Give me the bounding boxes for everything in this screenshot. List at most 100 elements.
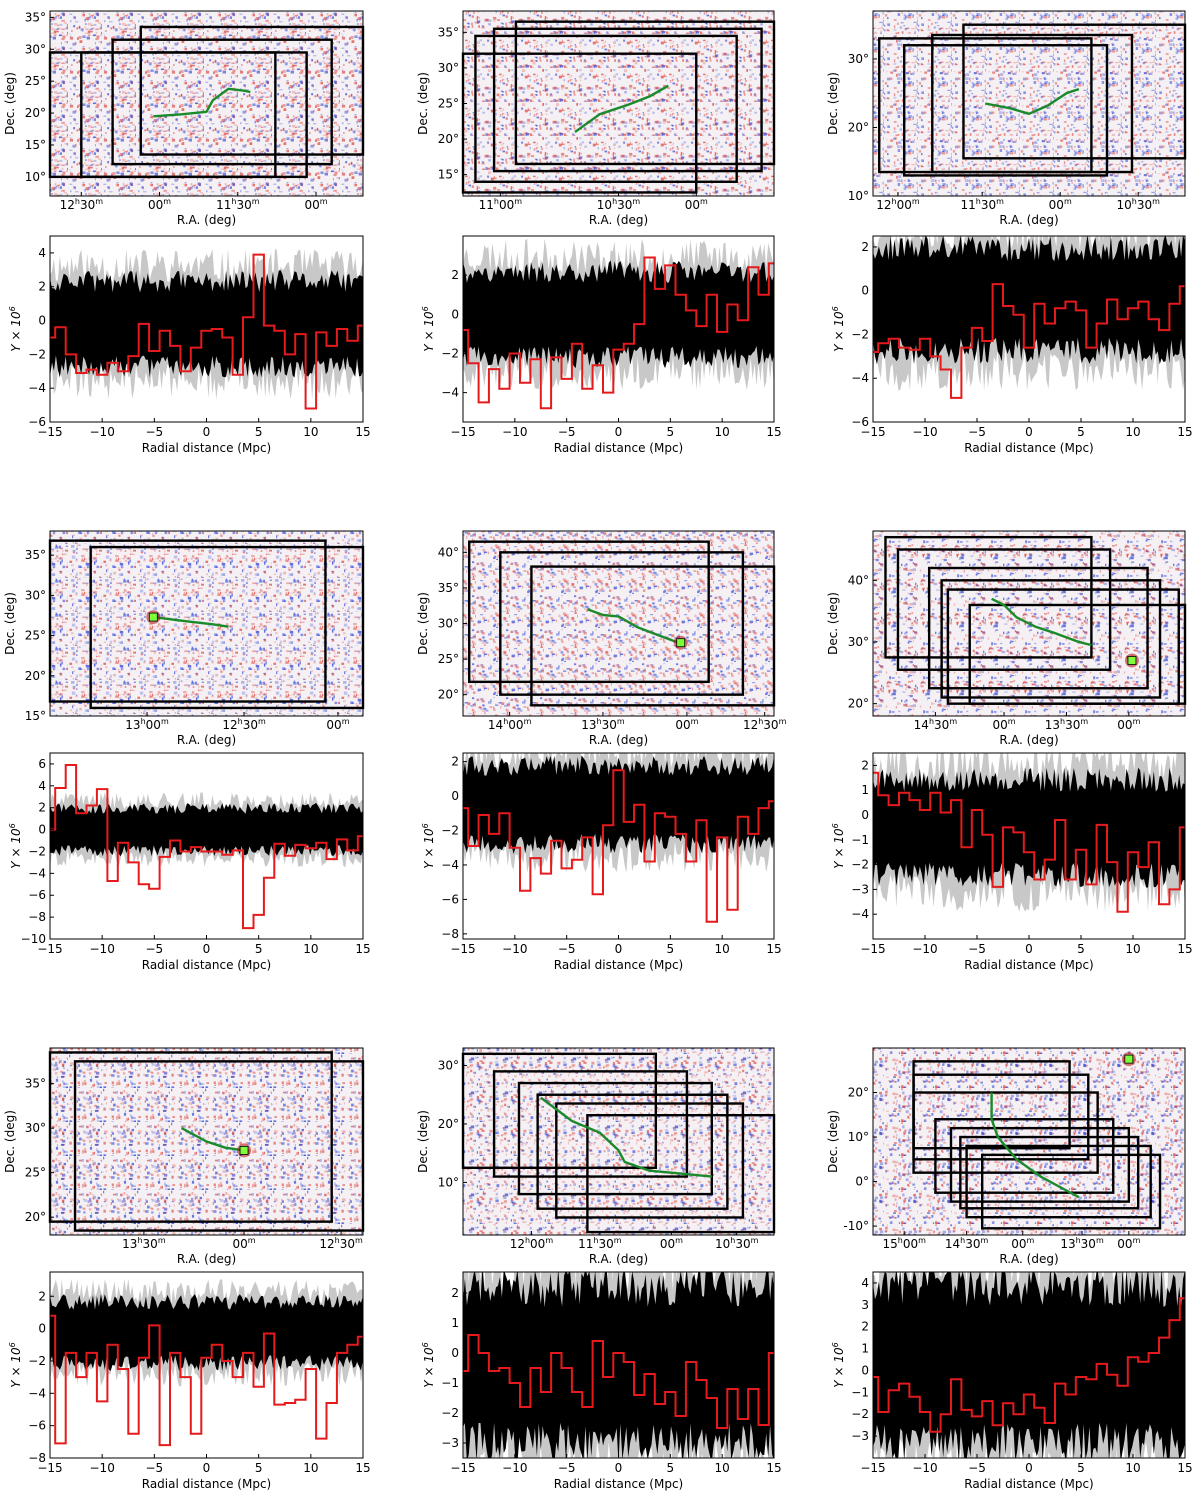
y-tick-label: 40° — [848, 573, 869, 587]
y-tick-label: 15° — [25, 138, 46, 152]
filament-box — [884, 535, 1093, 659]
map-background — [463, 531, 774, 716]
x-tick-label: 00m — [1011, 1236, 1034, 1251]
x-tick-label: −10 — [912, 942, 937, 956]
y-axis-label: Dec. (deg) — [416, 72, 430, 135]
y-tick-label: 15° — [25, 709, 46, 723]
y-tick-label: 10° — [848, 189, 869, 203]
x-tick-label: 00m — [148, 197, 171, 212]
y-tick-label: 20° — [25, 106, 46, 120]
plot-area — [50, 764, 363, 930]
plot-area — [463, 1272, 774, 1458]
y-tick-label: 2 — [38, 280, 46, 294]
x-tick-label: 5 — [255, 942, 263, 956]
y-tick-label: 10° — [438, 1175, 459, 1189]
y-tick-label: −2 — [441, 346, 459, 360]
stacked-profile — [50, 764, 363, 930]
y-tick-label: −6 — [28, 888, 46, 902]
y-tick-label: 2 — [451, 268, 459, 282]
x-tick-label: −5 — [558, 425, 576, 439]
x-tick-label: −15 — [860, 942, 885, 956]
map-frame — [872, 10, 1186, 197]
noise-realisations — [50, 1294, 363, 1372]
profile-2: −4 −2 0 2 −15 −10 −5 0 5 10 15 Radial distance (Mpc… — [421, 235, 782, 455]
plot-area — [463, 238, 774, 410]
plot-area — [463, 753, 774, 923]
y-axis-label: Dec. (deg) — [3, 72, 17, 135]
x-tick-label: 00m — [685, 197, 708, 212]
profile-5: −8 −6 −4 −2 0 2 −15 −10 −5 0 5 10 15 Radial distance … — [421, 752, 782, 972]
y-axis-label: Dec. (deg) — [826, 72, 840, 135]
filament-box — [555, 1102, 745, 1219]
y-tick-label: 0 — [861, 1363, 869, 1377]
x-axis-label: Radial distance (Mpc) — [554, 958, 683, 972]
x-tick-label: 10h30m — [1116, 197, 1160, 212]
map-frame — [872, 1047, 1186, 1236]
y-tick-label: −2 — [851, 1407, 869, 1421]
y-axis-label: Y × 106 — [421, 306, 436, 351]
plot-area — [873, 236, 1185, 399]
y-tick-label: −2 — [851, 327, 869, 341]
filament-box — [912, 1091, 1099, 1174]
map-background — [873, 1048, 1185, 1235]
x-axis-label: Radial distance (Mpc) — [142, 958, 271, 972]
filament-box — [931, 33, 1134, 174]
stacked-profile — [873, 283, 1185, 399]
map-9: -10°0°10°20°15h00m 14h30m 00m 13h30m 00mR.A.… — [826, 1047, 1186, 1266]
x-tick-label: −15 — [860, 1461, 885, 1475]
filament-spine — [990, 1092, 1080, 1199]
x-tick-label: 00m — [993, 717, 1016, 732]
x-tick-label: −15 — [37, 942, 62, 956]
x-tick-label: 0 — [203, 1461, 211, 1475]
y-tick-label: −4 — [28, 866, 46, 880]
x-tick-label: 12h30m — [60, 197, 104, 212]
filament-box — [965, 1144, 1152, 1219]
x-axis-label: R.A. (deg) — [177, 1252, 236, 1266]
y-tick-label: 20° — [848, 1086, 869, 1100]
x-tick-label: 10 — [303, 425, 318, 439]
x-tick-label: 0 — [203, 942, 211, 956]
y-tick-label: 30° — [25, 1121, 46, 1135]
x-tick-label: −15 — [450, 1461, 475, 1475]
x-tick-label: 14h00m — [488, 717, 532, 732]
x-tick-label: −5 — [145, 425, 163, 439]
map-frame — [462, 1047, 775, 1236]
y-tick-label: 2 — [451, 1286, 459, 1300]
x-tick-label: −15 — [37, 425, 62, 439]
filament-box — [499, 551, 745, 696]
map-frame — [872, 530, 1186, 717]
x-tick-label: 13h30m — [1060, 1236, 1104, 1251]
x-tick-label: 15 — [1177, 425, 1192, 439]
x-axis-label: Radial distance (Mpc) — [964, 441, 1093, 455]
y-tick-label: 2 — [38, 1289, 46, 1303]
x-axis-label: R.A. (deg) — [999, 1252, 1058, 1266]
x-tick-label: −5 — [968, 425, 986, 439]
y-tick-label: 15° — [438, 168, 459, 182]
x-axis-label: Radial distance (Mpc) — [142, 1477, 271, 1491]
profile-1: −6 −4 −2 0 2 4 −15 −10 −5 0 5 10 15 Radial distance (… — [8, 235, 371, 455]
x-tick-label: −5 — [145, 942, 163, 956]
stacked-profile — [873, 1297, 1185, 1433]
y-tick-label: −6 — [851, 415, 869, 429]
y-tick-label: 40° — [438, 545, 459, 559]
x-tick-label: 15 — [1177, 1461, 1192, 1475]
x-tick-label: 00m — [1049, 197, 1072, 212]
y-tick-label: 20° — [25, 1210, 46, 1224]
x-tick-label: −10 — [502, 942, 527, 956]
y-tick-label: −2 — [851, 858, 869, 872]
y-tick-label: 30° — [848, 52, 869, 66]
y-tick-label: −8 — [28, 1451, 46, 1465]
y-axis-label: Y × 106 — [8, 823, 23, 868]
stacked-profile — [463, 1334, 774, 1429]
filament-spine — [985, 87, 1080, 116]
x-tick-label: 00m — [1117, 1236, 1140, 1251]
map-2: 15° 20° 25° 30° 35° 11h00m 10h30m 00m R.A. (deg)… — [416, 10, 776, 227]
x-tick-label: 10 — [303, 942, 318, 956]
plot-area — [50, 248, 363, 410]
y-axis-label: Y × 106 — [831, 1342, 846, 1387]
y-tick-label: 30° — [438, 1059, 459, 1073]
y-tick-label: 20° — [848, 120, 869, 134]
y-tick-label: −4 — [851, 371, 869, 385]
y-tick-label: −1 — [851, 1385, 869, 1399]
